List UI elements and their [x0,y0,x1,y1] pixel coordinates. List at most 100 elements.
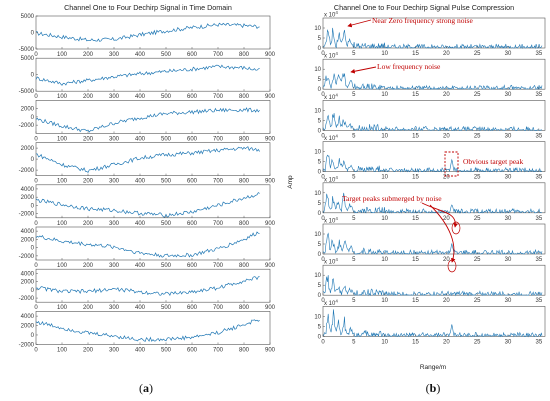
x-tick-label: 900 [265,263,276,269]
x-tick-label: 700 [213,347,224,353]
x-tick-label: 0 [321,92,325,98]
y-tick-label: 5 [318,283,322,289]
x-tick-label: 300 [109,179,120,185]
y-exponent-label: x 104 [324,134,338,143]
time-subplot-5: 4000 2000 0 -2000 0 100 200 300 400 500 600 700 800 9… [19,184,276,227]
y-tick-label: 5 [318,160,322,166]
left-caption: (a) [139,381,153,395]
x-tick-label: 25 [474,298,481,304]
x-tick-label: 5 [352,339,356,345]
y-tick-label: 5 [318,36,322,42]
y-exponent-label: x 104 [324,175,338,184]
x-tick-label: 25 [474,51,481,57]
x-tick-label: 0 [321,51,325,57]
x-tick-label: 600 [187,305,198,311]
arrow-submerged-1 [421,202,458,228]
y-tick-label: 5 [318,77,322,83]
time-series-line [35,276,260,297]
y-tick-label: 4000 [21,187,35,193]
y-exponent-label: x 104 [324,257,338,266]
y-exponent-label: x 104 [324,216,338,225]
y-tick-label: 5 [318,118,322,124]
y-tick-label: 0 [318,46,322,52]
x-tick-label: 15 [412,339,419,345]
subplot-frame [35,184,271,219]
x-tick-label: 200 [83,94,94,100]
y-tick-label: 10 [314,67,321,73]
x-tick-label: 35 [535,175,542,181]
x-tick-label: 0 [321,175,325,181]
annotation-near-zero: Near Zero frequency strong noise [372,16,473,25]
x-tick-label: 35 [535,339,542,345]
x-tick-label: 30 [505,175,512,181]
x-tick-label: 400 [135,94,146,100]
x-tick-label: 800 [239,305,250,311]
x-tick-label: 500 [161,179,172,185]
time-subplot-3: 2000 0 -2000 0 100 200 300 400 500 600 700 800 900 [19,100,276,142]
subplot-frame [322,306,546,337]
y-tick-label: 10 [314,273,321,279]
x-tick-label: 300 [109,94,120,100]
x-tick-label: 300 [109,305,120,311]
time-series-line [35,192,260,218]
x-tick-label: 35 [535,216,542,222]
y-tick-label: 0 [31,73,35,79]
x-tick-label: 10 [381,133,388,139]
compression-series-line [322,309,543,338]
x-tick-label: 5 [352,175,356,181]
x-tick-label: 600 [187,179,198,185]
y-tick-label: 0 [31,157,35,163]
x-tick-label: 200 [83,52,94,58]
subplot-frame [322,58,546,90]
subplot-frame [322,141,546,172]
x-tick-label: 20 [443,175,450,181]
y-tick-label: 5000 [21,14,35,20]
y-exponent-label: x 104 [324,51,338,60]
submerged-peak-circle-2 [447,259,457,273]
x-tick-label: 200 [83,305,94,311]
y-tick-label: 0 [31,31,35,37]
x-tick-label: 30 [505,339,512,345]
annotation-submerged: Target peaks submerged by noise [342,194,442,203]
x-tick-label: 400 [135,263,146,269]
y-tick-label: 10 [314,150,321,156]
annotations: Near Zero frequency strong noise Low fre… [342,16,524,273]
y-tick-label: 10 [314,108,321,114]
x-tick-label: 900 [265,52,276,58]
x-tick-label: 400 [135,347,146,353]
x-tick-label: 5 [352,51,356,57]
y-tick-label: 10 [314,232,321,238]
y-tick-label: 5 [318,201,322,207]
y-tick-label: -2000 [19,342,35,348]
subplot-frame [35,57,271,92]
x-tick-label: 15 [412,175,419,181]
y-tick-label: -2000 [19,168,35,174]
right-chart-title: Channel One to Four Dechirp Signal Pulse… [334,3,514,12]
x-tick-label: 500 [161,94,172,100]
x-tick-label: 500 [161,263,172,269]
x-tick-label: 25 [474,216,481,222]
right-y-axis-label: Amp [287,175,294,189]
x-tick-label: 500 [161,52,172,58]
x-tick-label: 0 [34,136,38,142]
subplot-frame [35,15,271,50]
x-tick-label: 400 [135,221,146,227]
x-tick-label: 0 [321,133,325,139]
x-tick-label: 30 [505,133,512,139]
x-tick-label: 5 [352,92,356,98]
y-tick-label: -2000 [19,254,35,260]
annotation-low-frequency: Low frequency noise [377,62,441,71]
x-tick-label: 200 [83,221,94,227]
subplot-frame [35,142,271,176]
x-tick-label: 800 [239,347,250,353]
x-tick-label: 600 [187,263,198,269]
x-tick-label: 100 [57,263,68,269]
x-tick-label: 300 [109,136,120,142]
x-tick-label: 800 [239,52,250,58]
